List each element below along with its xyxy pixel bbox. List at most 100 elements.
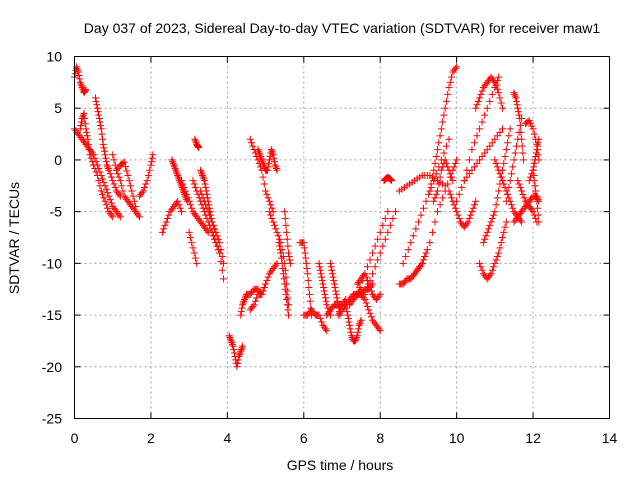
plus-marker [272,163,280,171]
plus-marker [534,211,542,219]
plus-marker [148,158,156,166]
plus-marker [444,90,452,98]
x-axis-title: GPS time / hours [287,457,394,473]
data-point [499,104,506,112]
tick-labels: 0 2 4 6 8 10 12 14 -25 -20 -15 -10 -5 0 5 10 [42,49,618,447]
plus-marker [342,304,350,312]
plus-marker [321,325,329,333]
data-point [414,218,422,226]
plus-marker [129,192,137,200]
plus-marker [285,252,293,260]
data-point [109,213,117,221]
plus-marker [511,149,519,157]
data-point [495,187,503,195]
plus-marker [329,273,337,281]
data-point [365,306,373,314]
plus-marker [81,115,89,123]
plus-marker [256,152,264,160]
plus-marker [255,149,263,157]
data-point [235,352,243,360]
plus-marker [511,92,519,100]
plus-marker [379,221,387,229]
plus-marker [343,308,351,316]
plus-marker [238,344,246,352]
data-point [105,166,113,174]
plus-marker [496,170,504,178]
plus-marker [192,184,200,192]
plus-marker [363,283,371,291]
series-arc-25 [296,239,315,319]
chart-title: Day 037 of 2023, Sidereal Day-to-day VTE… [84,20,601,36]
series-arc-13 [197,166,220,236]
plus-marker [146,166,154,174]
data-point [174,197,182,205]
plus-marker [482,232,490,240]
data-point [279,265,287,273]
plus-marker [331,283,339,291]
plus-marker [188,239,196,247]
plus-marker [268,215,276,223]
series-arc-10 [178,177,212,236]
plus-marker [110,156,118,164]
plus-marker [318,318,326,326]
data-point [399,259,407,267]
plus-marker [77,80,85,88]
data-point [361,290,369,298]
plus-marker [260,180,268,188]
plus-marker [444,163,452,171]
plus-marker [528,206,536,214]
series-arc-43 [430,156,457,205]
series-arc-8 [158,197,185,236]
plus-marker [283,301,291,309]
plus-marker [534,139,542,147]
data-point [476,94,484,102]
plus-marker [204,194,212,202]
y-axis-title: SDTVAR / TECUs [6,182,22,294]
plus-marker [436,201,444,209]
plus-marker [516,184,524,192]
plus-marker [99,135,107,143]
plus-marker [226,333,234,341]
plus-marker [316,266,324,274]
plus-marker [119,187,127,195]
plus-marker [501,223,509,231]
plot-frame [74,56,610,419]
plus-marker [100,144,108,152]
plus-marker [507,170,515,178]
plus-marker [201,180,209,188]
plus-marker [274,232,282,240]
plus-marker [283,235,291,243]
data-point [172,166,180,174]
plus-marker [173,170,181,178]
data-point [170,161,178,169]
data-point [74,68,82,76]
data-point [520,156,528,164]
data-point [105,192,113,200]
plus-marker [496,94,504,102]
data-point [317,270,325,278]
plus-marker [264,194,272,202]
plus-marker [367,313,375,321]
plus-marker [444,180,452,188]
plus-marker [234,359,242,367]
data-point [476,259,484,267]
plus-marker [267,201,275,209]
data-point [441,104,449,112]
plus-marker [371,263,379,271]
plus-marker [389,215,397,223]
plus-marker [169,159,177,167]
plus-marker [134,211,142,219]
data-point [476,125,484,133]
data-point [533,146,541,154]
plus-marker [486,221,494,229]
data-point [531,182,539,190]
plus-marker [281,285,289,293]
plus-marker [530,163,538,171]
plus-marker [458,184,466,192]
plus-marker [258,158,266,166]
data-point [200,177,208,185]
plus-marker [366,256,374,264]
plus-marker [102,158,110,166]
plus-marker [104,165,112,173]
plus-marker [436,132,444,140]
